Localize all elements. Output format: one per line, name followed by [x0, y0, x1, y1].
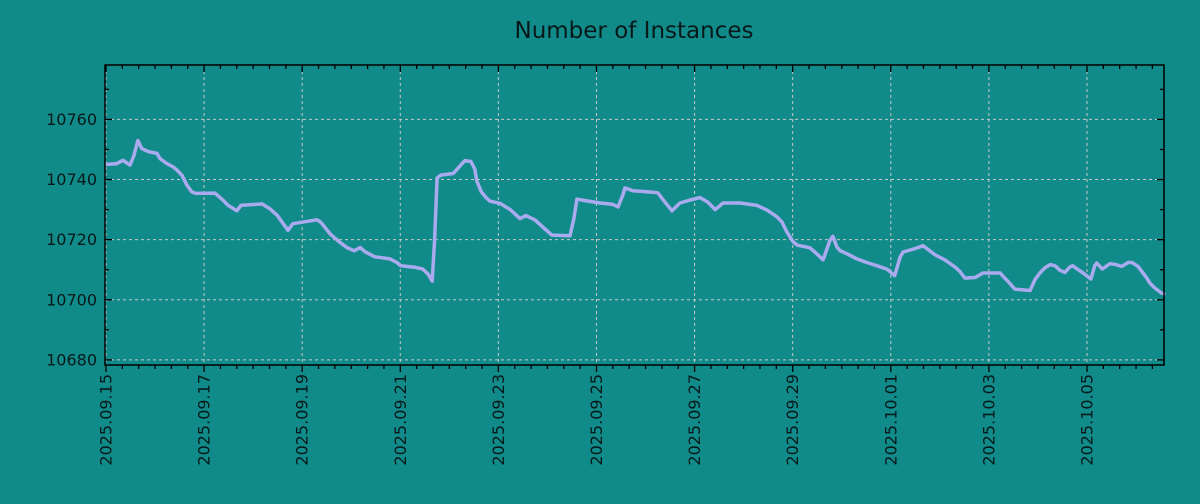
y-tick-label: 10720 [46, 230, 97, 249]
x-tick-label: 2025.09.27 [685, 374, 704, 466]
x-tick-labels: 2025.09.15 2025.09.17 2025.09.19 2025.09.21… [96, 374, 1096, 466]
y-tick-label: 10700 [46, 290, 97, 309]
x-tick-label: 2025.09.25 [587, 374, 606, 466]
series-lines [104, 138, 1166, 296]
x-tick-label: 2025.09.23 [489, 374, 508, 466]
plot-frame [104, 64, 1165, 366]
x-tick-label: 2025.10.01 [881, 374, 900, 466]
x-tick-label: 2025.09.29 [783, 374, 802, 466]
gridlines [105, 65, 1164, 365]
x-tick-label: 2025.09.19 [293, 374, 312, 466]
axis-ticks [105, 65, 1164, 372]
x-tick-label: 2025.09.17 [195, 374, 214, 466]
series-line-number-of-instances [104, 138, 1166, 296]
y-tick-label: 10740 [46, 170, 97, 189]
x-tick-label: 2025.09.21 [391, 374, 410, 466]
x-tick-label: 2025.10.03 [979, 374, 998, 466]
y-tick-label: 10760 [46, 110, 97, 129]
y-tick-label: 10680 [46, 350, 97, 369]
chart-title: Number of Instances [515, 18, 754, 44]
y-tick-labels: 10680 10700 10720 10740 10760 [46, 110, 97, 369]
x-tick-label: 2025.09.15 [96, 374, 115, 466]
x-tick-label: 2025.10.05 [1077, 374, 1096, 466]
plot-border [104, 64, 1165, 366]
